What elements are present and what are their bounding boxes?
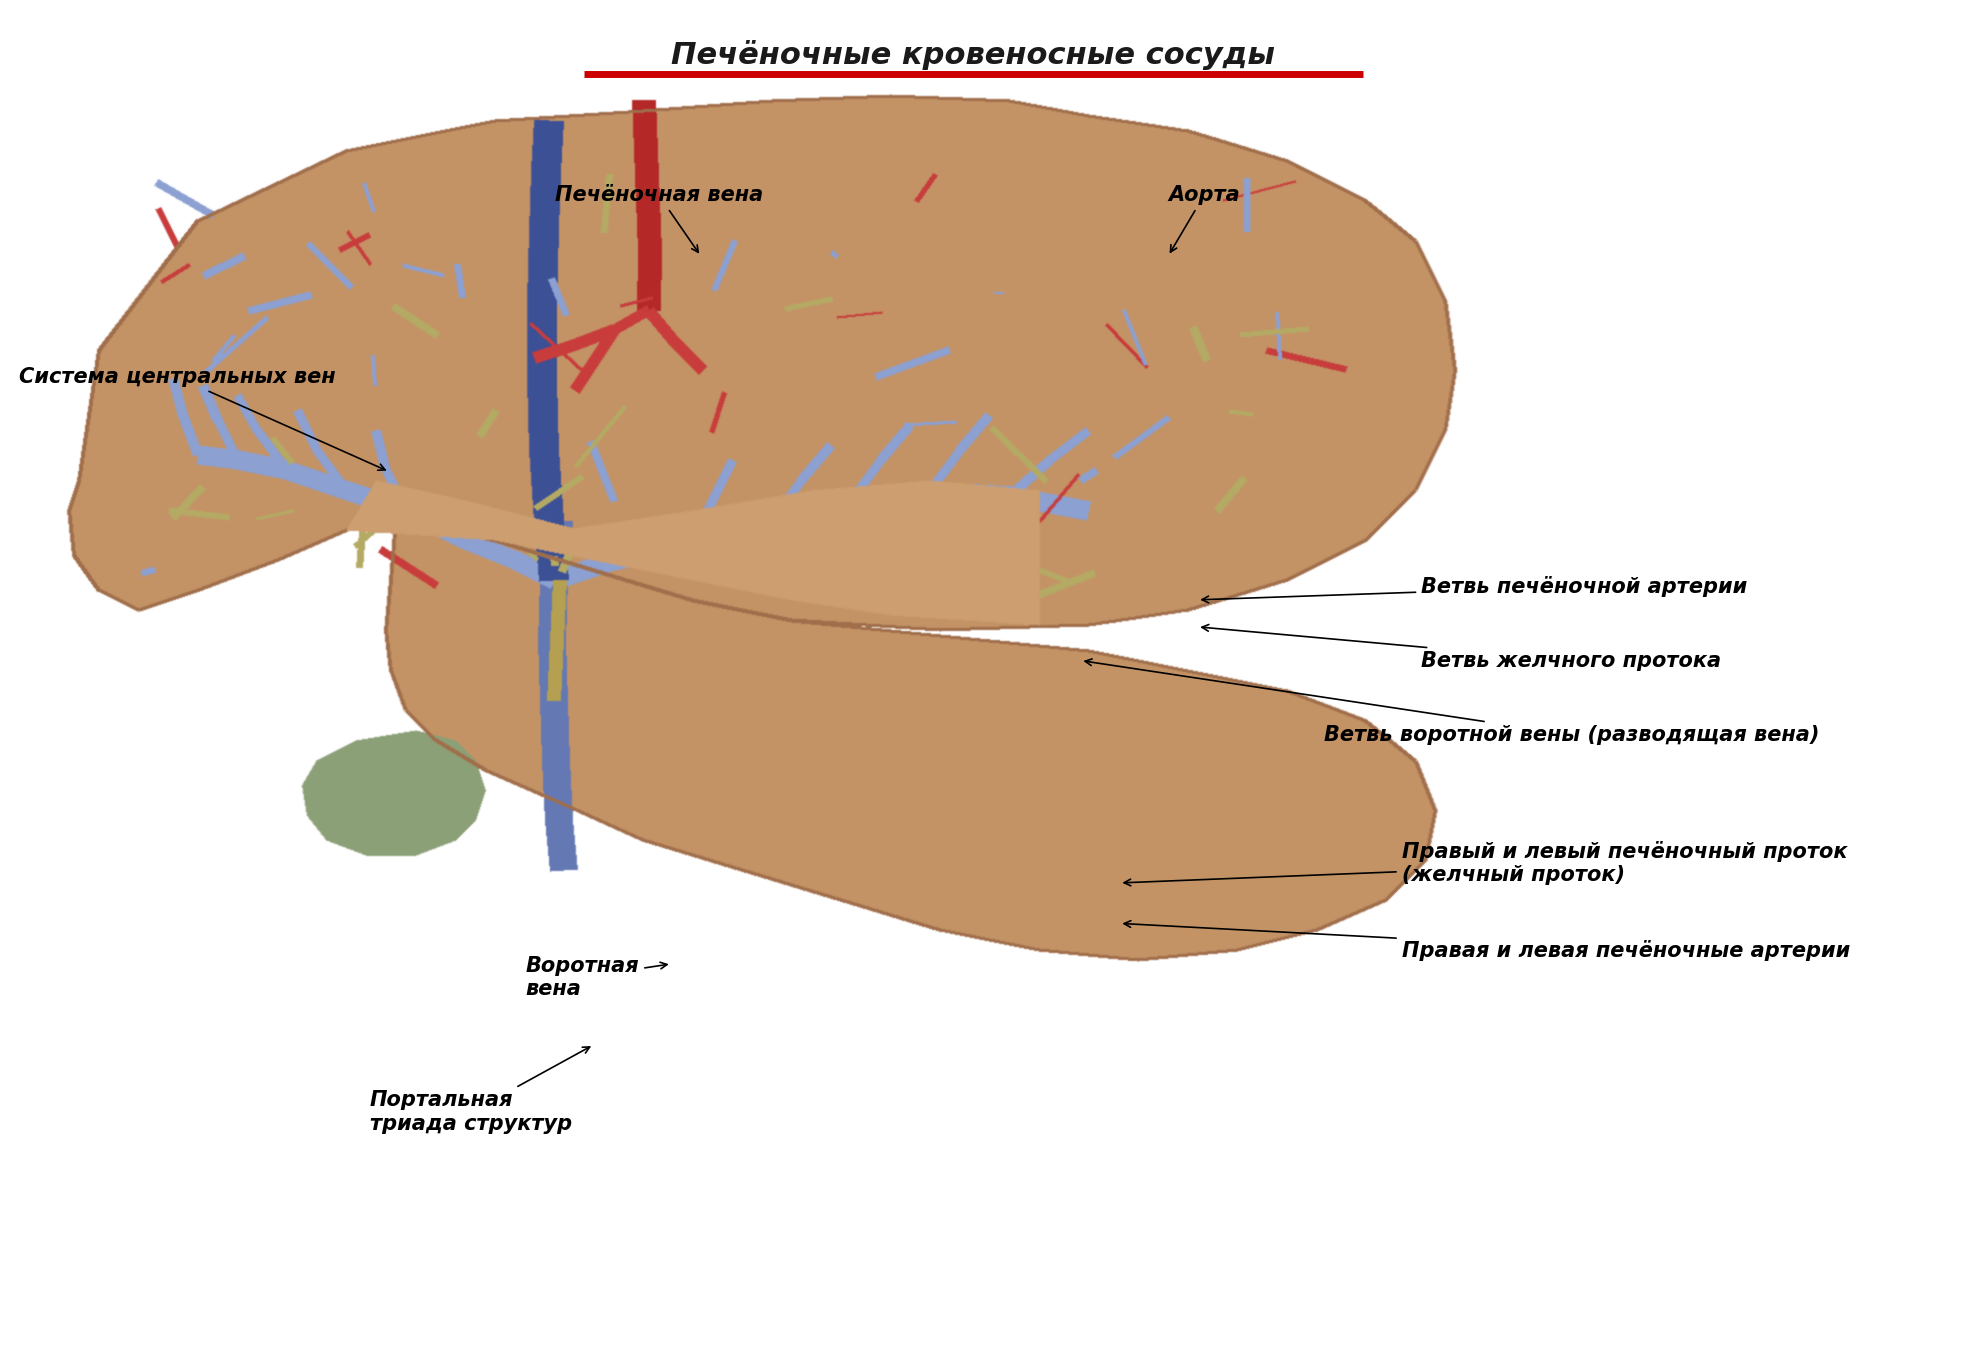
Text: Правая и левая печёночные артерии: Правая и левая печёночные артерии — [1124, 921, 1850, 961]
Text: Правый и левый печёночный проток
(желчный проток): Правый и левый печёночный проток (желчны… — [1124, 841, 1848, 886]
Text: Ветвь желчного протока: Ветвь желчного протока — [1202, 624, 1722, 670]
Text: Ветвь печёночной артерии: Ветвь печёночной артерии — [1202, 576, 1748, 603]
Text: Аорта: Аорта — [1169, 186, 1240, 252]
Text: Печёночные кровеносные сосуды: Печёночные кровеносные сосуды — [671, 40, 1275, 70]
Text: Печёночная вена: Печёночная вена — [555, 186, 764, 252]
Text: Портальная
триада структур: Портальная триада структур — [370, 1047, 590, 1134]
Text: Воротная
вена: Воротная вена — [525, 956, 667, 999]
Text: Система центральных вен: Система центральных вен — [20, 368, 386, 470]
Text: Ветвь воротной вены (разводящая вена): Ветвь воротной вены (разводящая вена) — [1084, 659, 1818, 744]
